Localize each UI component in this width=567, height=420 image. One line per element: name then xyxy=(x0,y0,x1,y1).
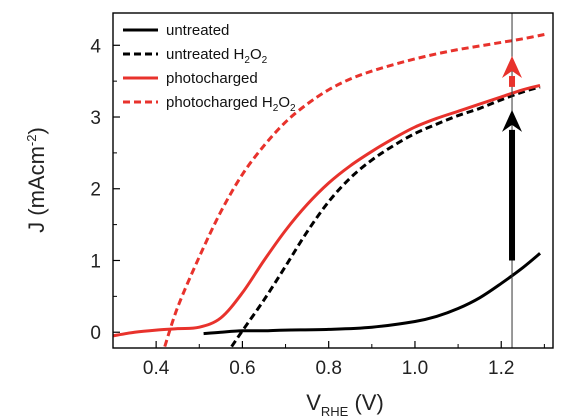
legend-label-2: photocharged xyxy=(166,70,258,87)
x-tick-label-0: 0.4 xyxy=(143,358,170,379)
y-axis-title: J (mAcm-2) xyxy=(24,127,49,233)
series-line-3 xyxy=(163,33,545,348)
arrow-head-1 xyxy=(502,56,523,79)
x-axis-title: VRHE (V) xyxy=(306,390,384,419)
plot-frame xyxy=(112,12,554,349)
legend: untreated untreated H2O2 photocharged photo… xyxy=(123,22,296,114)
legend-label-3: photocharged H2O2 xyxy=(166,94,296,114)
x-tick-label-1: 0.6 xyxy=(229,358,255,379)
series-layer xyxy=(113,33,545,348)
arrow-layer xyxy=(502,56,523,261)
y-tick-label-1: 1 xyxy=(90,251,101,272)
series-line-0 xyxy=(203,252,542,336)
x-tick-label-2: 0.8 xyxy=(315,358,341,379)
series-line-2 xyxy=(113,83,541,338)
y-tick-label-4: 4 xyxy=(90,36,101,57)
series-line-1 xyxy=(230,85,541,348)
y-tick-label-2: 2 xyxy=(90,180,101,201)
y-tick-label-3: 3 xyxy=(90,108,101,129)
x-tick-label-4: 1.2 xyxy=(488,358,514,379)
y-tick-label-0: 0 xyxy=(90,323,101,344)
legend-label-1: untreated H2O2 xyxy=(166,46,268,66)
x-tick-label-3: 1.0 xyxy=(402,358,428,379)
ticks-layer: 0.4 0.6 0.8 1.0 1.2 0 1 2 3 4 xyxy=(90,36,545,379)
legend-label-0: untreated xyxy=(166,22,229,39)
arrow-head-0 xyxy=(502,109,523,132)
